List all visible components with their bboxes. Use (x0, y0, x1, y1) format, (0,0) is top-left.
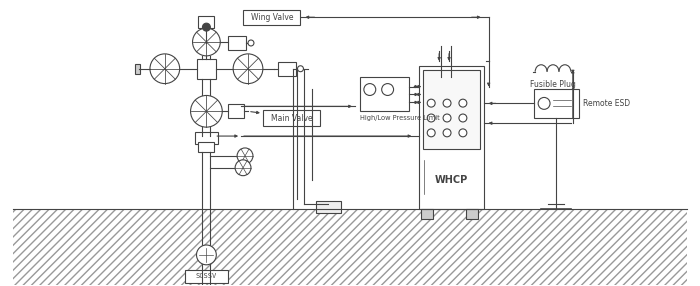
Bar (419, 66, 484, 209)
Circle shape (150, 54, 180, 84)
Bar (13, 209, 687, 285)
Circle shape (237, 148, 253, 164)
Text: Fusible Plug: Fusible Plug (530, 80, 576, 89)
Circle shape (197, 245, 216, 265)
Bar (228, 104, 244, 118)
Bar (199, 142, 214, 152)
Bar (135, 64, 140, 74)
Circle shape (427, 129, 435, 137)
Bar (195, 132, 218, 144)
Circle shape (298, 66, 304, 72)
Bar (185, 270, 228, 283)
Text: Remote ESD: Remote ESD (582, 99, 630, 108)
Text: SCSSV: SCSSV (196, 273, 217, 279)
Circle shape (443, 114, 451, 122)
Circle shape (459, 114, 467, 122)
Circle shape (233, 54, 263, 84)
Circle shape (235, 160, 251, 176)
Text: High/Low Pressure Limit: High/Low Pressure Limit (360, 115, 440, 121)
Bar (243, 10, 300, 25)
Bar (421, 209, 433, 219)
Bar (278, 62, 295, 76)
Circle shape (427, 99, 435, 107)
Bar (316, 201, 341, 213)
Bar (228, 36, 246, 50)
Circle shape (443, 99, 451, 107)
Circle shape (248, 40, 254, 46)
Circle shape (427, 114, 435, 122)
Circle shape (459, 99, 467, 107)
Bar (466, 209, 477, 219)
Circle shape (193, 28, 220, 56)
Circle shape (190, 96, 223, 127)
Text: Wing Valve: Wing Valve (251, 13, 293, 22)
Bar (197, 59, 216, 79)
Text: WHCP: WHCP (435, 175, 468, 185)
Bar (199, 16, 214, 28)
Text: Main Valve: Main Valve (271, 114, 312, 123)
Bar (424, 70, 480, 149)
Circle shape (364, 84, 376, 96)
Circle shape (538, 98, 550, 109)
Bar (534, 89, 579, 118)
Circle shape (202, 23, 211, 31)
Circle shape (382, 84, 393, 96)
Circle shape (459, 129, 467, 137)
Bar (263, 110, 321, 126)
Circle shape (443, 129, 451, 137)
Bar (202, 36, 211, 43)
Bar (360, 77, 410, 111)
